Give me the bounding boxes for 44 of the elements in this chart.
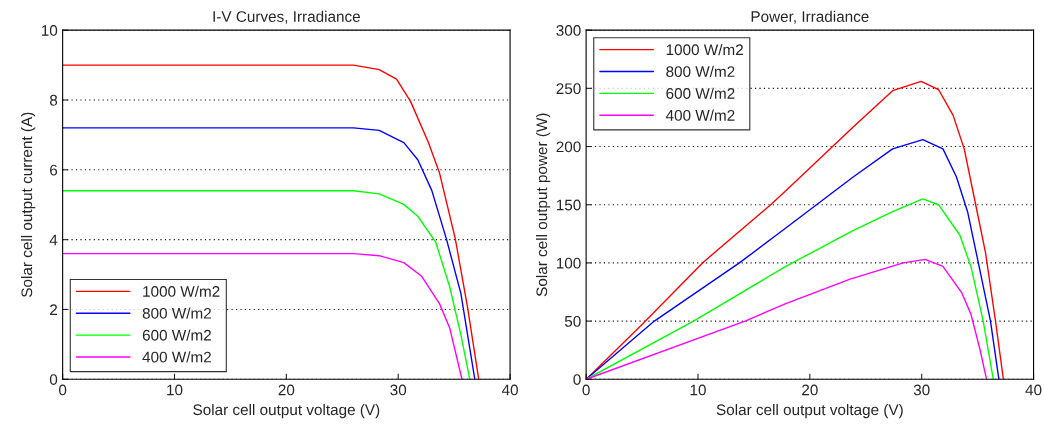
line-series [62,127,476,380]
x-tick-label: 10 [690,384,706,396]
y-axis-title: Solar cell output current (A) [20,112,36,297]
legend-label: 1000 W/m2 [666,43,743,56]
x-tick-label: 10 [167,384,183,396]
legend-label: 600 W/m2 [142,329,211,341]
y-tick-label: 150 [556,199,581,211]
line-series [62,64,480,380]
x-tick-label: 20 [802,384,818,396]
line-series [62,252,463,380]
y-tick-label: 100 [556,257,581,269]
y-tick-label: 50 [564,315,581,327]
y-tick-label: 250 [556,83,581,95]
y-axis-title: Solar cell output power (W) [535,113,551,297]
legend-label: 400 W/m2 [665,109,735,121]
legend-label: 800 W/m2 [142,307,211,319]
x-tick-label: 0 [58,384,67,396]
legend-label: 600 W/m2 [666,87,735,99]
chart-title: Power, Irradiance [751,10,869,24]
legend-label: 400 W/m2 [142,351,211,363]
x-tick-label: 30 [390,384,407,396]
line-series [586,198,994,380]
y-tick-label: 200 [556,141,581,153]
x-tick-label: 20 [278,384,295,396]
line-series [586,258,988,380]
x-axis-title: Solar cell output voltage (V) [193,403,380,419]
x-tick-label: 30 [913,384,930,396]
x-tick-label: 40 [501,384,518,396]
y-tick-label: 6 [50,164,58,176]
x-tick-label: 40 [1025,384,1042,396]
y-tick-label: 8 [49,94,58,106]
y-tick-label: 0 [49,374,58,385]
legend-label: 1000 W/m2 [143,285,220,297]
y-tick-label: 2 [50,304,58,315]
y-tick-label: 4 [49,234,58,246]
line-series [62,190,471,380]
x-tick-label: 0 [582,384,590,396]
x-axis-title: Solar cell output voltage (V) [716,403,903,419]
legend-label: 800 W/m2 [666,65,735,78]
y-tick-label: 300 [556,25,581,36]
chart-title: I-V Curves, Irradiance [213,10,360,24]
line-series [586,138,1000,380]
y-tick-label: 0 [573,374,581,385]
y-tick-label: 10 [41,25,58,36]
